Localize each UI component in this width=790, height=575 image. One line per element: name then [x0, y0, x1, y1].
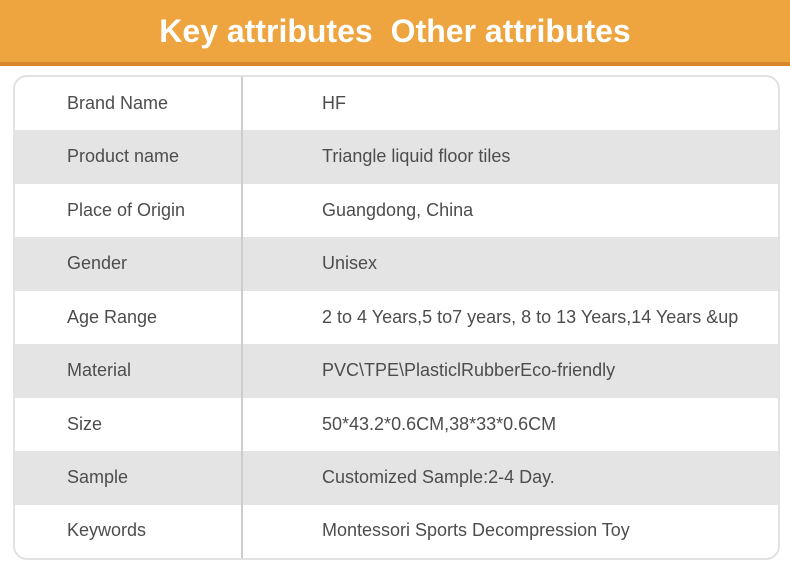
attribute-label: Product name — [15, 130, 243, 184]
table-row-gender: Gender Unisex — [15, 237, 778, 291]
attribute-value: Montessori Sports Decompression Toy — [322, 520, 630, 541]
attribute-label: Age Range — [15, 290, 243, 345]
attribute-value: Unisex — [322, 253, 378, 274]
attribute-value: HF — [322, 92, 346, 113]
attributes-header-bar: Key attributes Other attributes — [0, 0, 790, 66]
attribute-value: Triangle liquid floor tiles — [322, 146, 511, 167]
attribute-label: Keywords — [15, 504, 243, 558]
attribute-label: Material — [15, 344, 243, 398]
table-row-age-range: Age Range 2 to 4 Years,5 to7 years, 8 to… — [15, 290, 778, 345]
attribute-value: Guangdong, China — [322, 199, 474, 220]
attribute-label: Gender — [15, 237, 243, 291]
table-row-product-name: Product name Triangle liquid floor tiles — [15, 130, 778, 184]
tab-other-attributes[interactable]: Other attributes — [390, 13, 631, 49]
attribute-value: 2 to 4 Years,5 to7 years, 8 to 13 Years,… — [322, 306, 739, 327]
attribute-value: PVC\TPE\PlasticlRubberEco-friendly — [322, 360, 616, 381]
attribute-label: Size — [15, 397, 243, 452]
attribute-value: Customized Sample:2-4 Day. — [322, 466, 555, 487]
attributes-table: Brand Name HF Product name Triangle liqu… — [13, 75, 780, 560]
attribute-label: Place of Origin — [15, 183, 243, 238]
table-row-sample: Sample Customized Sample:2-4 Day. — [15, 451, 778, 505]
table-row-place-of-origin: Place of Origin Guangdong, China — [15, 183, 778, 238]
attribute-value: 50*43.2*0.6CM,38*33*0.6CM — [322, 413, 557, 434]
table-row-size: Size 50*43.2*0.6CM,38*33*0.6CM — [15, 397, 778, 452]
attribute-label: Brand Name — [15, 77, 243, 131]
table-row-brand-name: Brand Name HF — [15, 77, 778, 131]
tab-key-attributes[interactable]: Key attributes — [159, 13, 373, 49]
table-row-material: Material PVC\TPE\PlasticlRubberEco-frien… — [15, 344, 778, 398]
table-row-keywords: Keywords Montessori Sports Decompression… — [15, 504, 778, 558]
attribute-label: Sample — [15, 451, 243, 505]
